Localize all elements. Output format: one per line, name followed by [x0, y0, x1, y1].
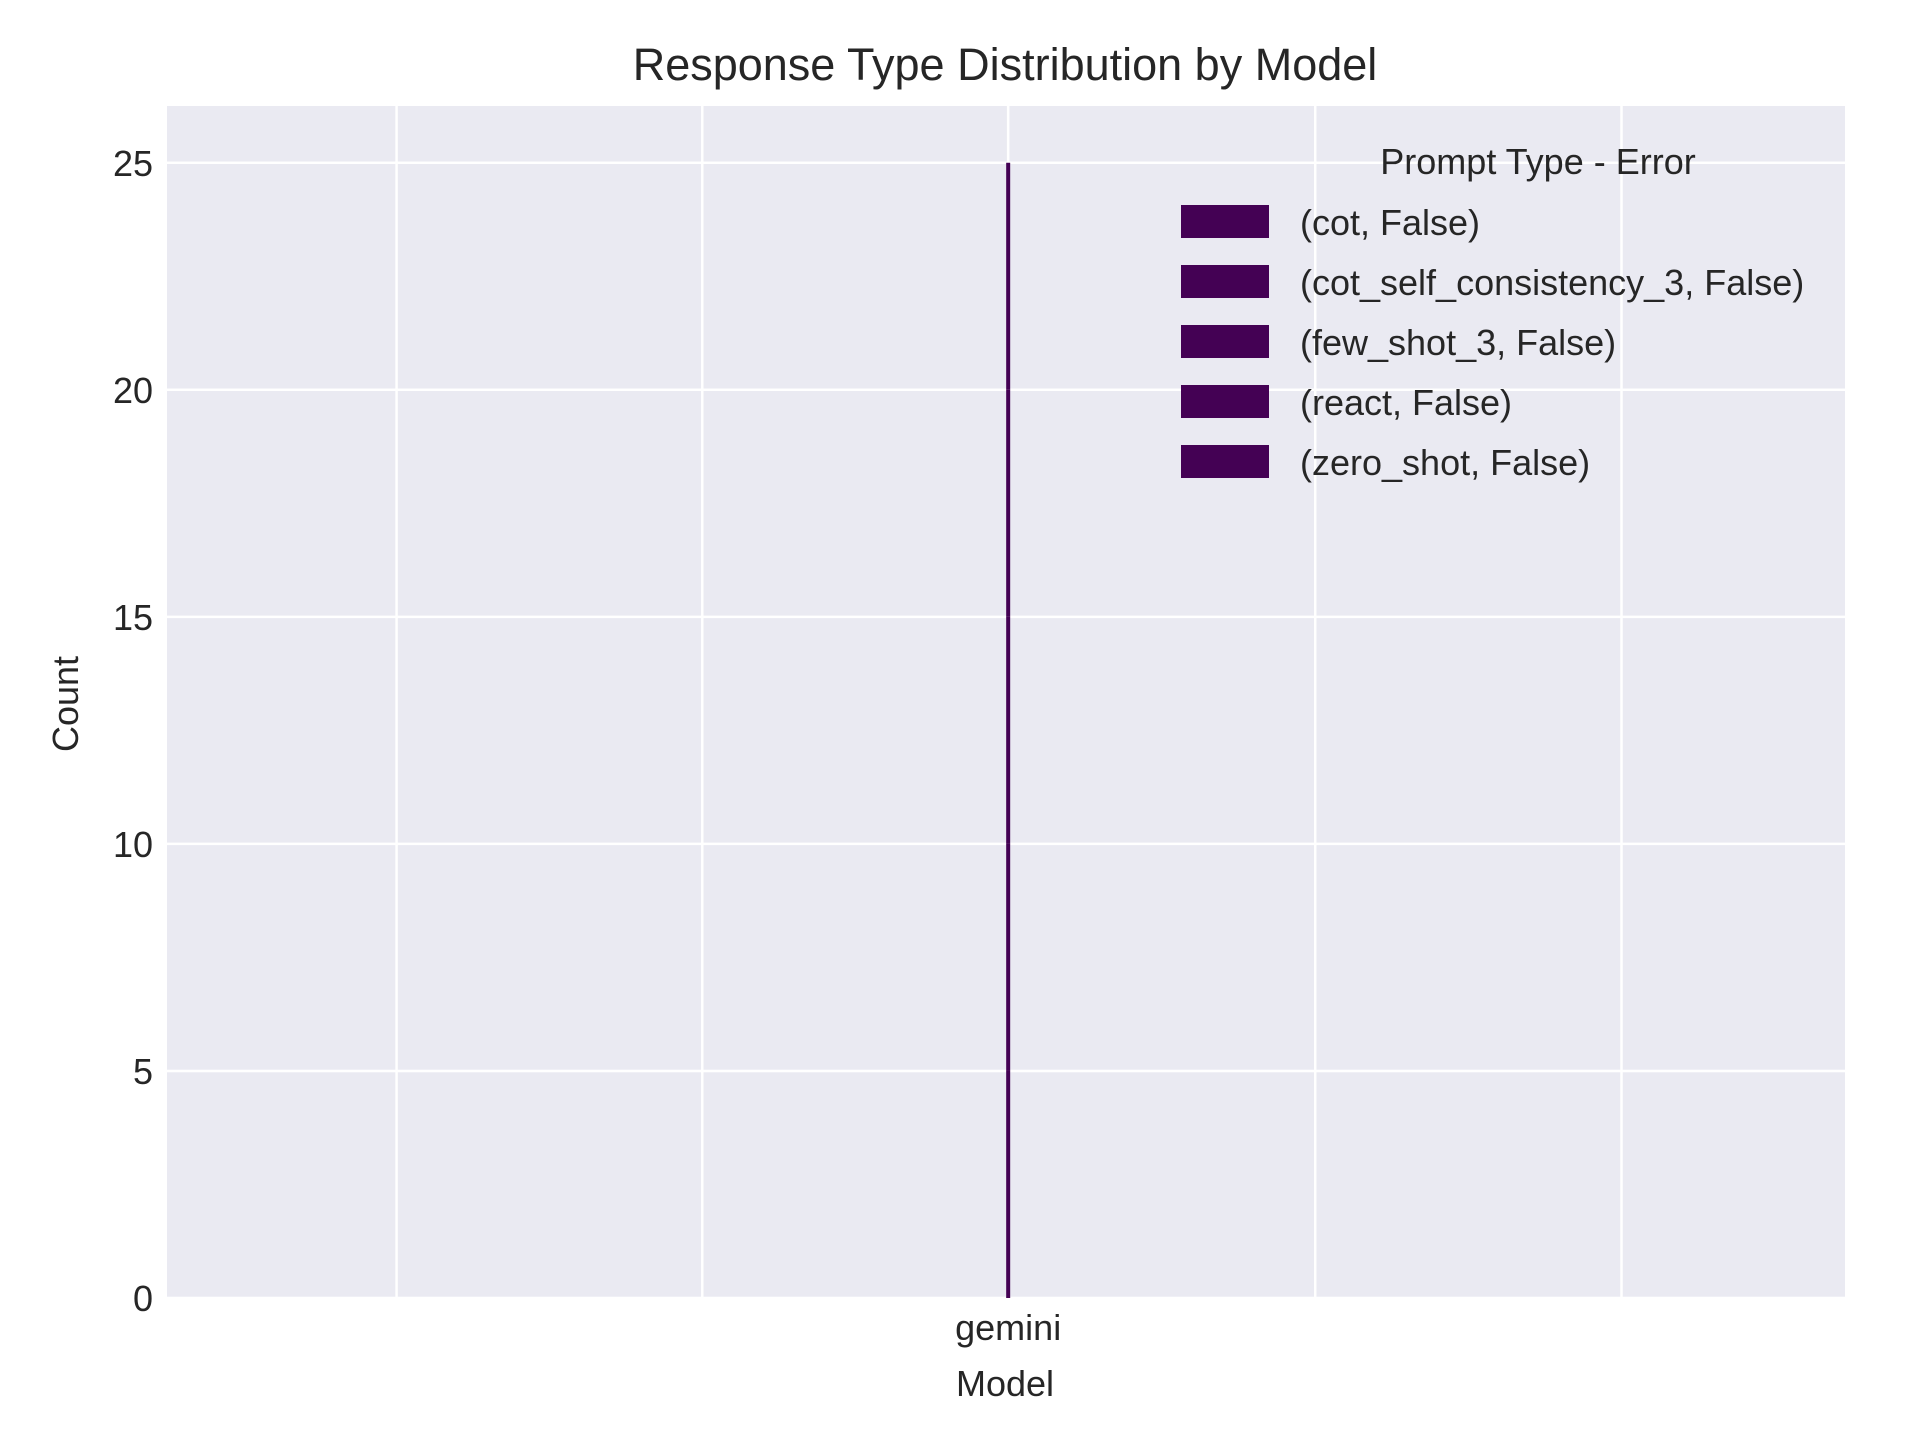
bar-segment: [1006, 162, 1011, 390]
y-tick-label: 15: [113, 597, 153, 638]
legend-swatch: [1181, 325, 1269, 358]
legend-swatch: [1181, 385, 1269, 418]
y-axis-label: Count: [45, 656, 86, 752]
x-tick-label: gemini: [955, 1307, 1061, 1348]
y-tick-label: 5: [133, 1051, 153, 1092]
legend-label: (cot, False): [1300, 202, 1480, 243]
y-tick-label: 10: [113, 824, 153, 865]
x-tick-labels: gemini: [955, 1307, 1061, 1348]
legend-title: Prompt Type - Error: [1380, 141, 1695, 182]
chart-title: Response Type Distribution by Model: [633, 39, 1378, 90]
y-tick-labels: 0 5 10 15 20 25: [113, 143, 153, 1319]
bar-segment: [1006, 616, 1011, 844]
legend: Prompt Type - Error (cot, False) (cot_sel…: [1181, 141, 1804, 483]
y-tick-label: 0: [133, 1278, 153, 1319]
bar-segment: [1006, 843, 1011, 1071]
bars: [1006, 162, 1011, 1298]
y-tick-label: 25: [113, 143, 153, 184]
legend-swatch: [1181, 205, 1269, 238]
y-tick-label: 20: [113, 370, 153, 411]
bar-segment: [1006, 389, 1011, 617]
legend-swatch: [1181, 445, 1269, 478]
plot-area: [167, 106, 1845, 1298]
legend-label: (zero_shot, False): [1300, 442, 1590, 483]
x-axis-label: Model: [956, 1363, 1054, 1404]
bar-segment: [1006, 1070, 1011, 1298]
legend-label: (react, False): [1300, 382, 1512, 423]
legend-label: (cot_self_consistency_3, False): [1300, 262, 1804, 303]
legend-label: (few_shot_3, False): [1300, 322, 1616, 363]
legend-swatch: [1181, 265, 1269, 298]
